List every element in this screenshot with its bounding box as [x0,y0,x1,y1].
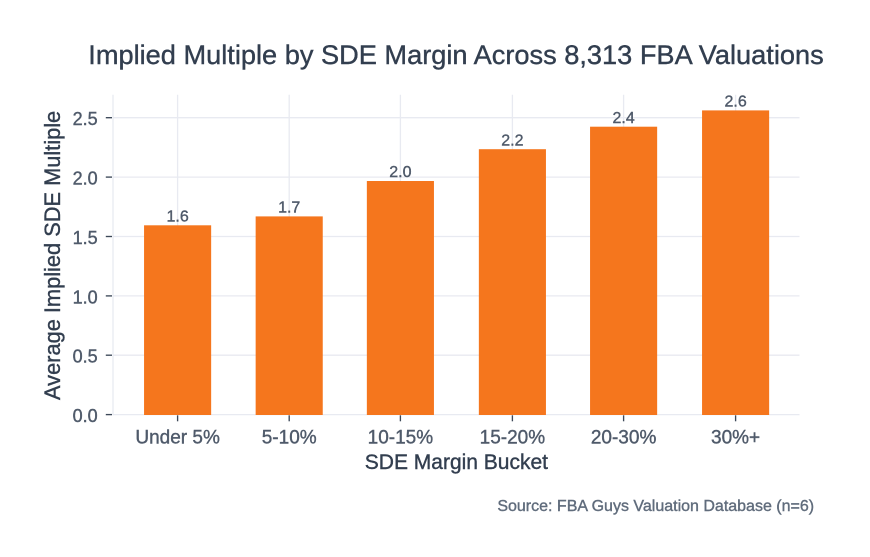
svg-text:2.4: 2.4 [612,110,634,127]
svg-text:2.5: 2.5 [73,109,98,129]
svg-text:5-10%: 5-10% [262,428,317,449]
svg-text:Average Implied SDE Multiple: Average Implied SDE Multiple [40,111,65,400]
svg-text:1.7: 1.7 [278,200,300,217]
svg-text:2.0: 2.0 [389,164,411,181]
svg-text:Under 5%: Under 5% [135,428,220,449]
svg-text:Implied Multiple by SDE Margin: Implied Multiple by SDE Margin Across 8,… [88,39,823,70]
svg-text:2.0: 2.0 [73,169,98,189]
svg-text:15-20%: 15-20% [480,428,546,449]
svg-text:SDE Margin Bucket: SDE Margin Bucket [365,451,548,474]
svg-text:0.5: 0.5 [73,347,98,367]
svg-text:30%+: 30%+ [711,428,760,449]
svg-text:20-30%: 20-30% [591,428,657,449]
svg-text:1.6: 1.6 [166,209,188,226]
svg-text:1.0: 1.0 [73,287,98,307]
svg-text:2.6: 2.6 [724,94,746,111]
svg-text:2.2: 2.2 [501,132,523,149]
svg-text:10-15%: 10-15% [368,428,434,449]
svg-text:0.0: 0.0 [73,406,98,426]
svg-text:1.5: 1.5 [73,228,98,248]
svg-text:Source: FBA Guys Valuation Dat: Source: FBA Guys Valuation Database (n=6… [497,498,814,515]
